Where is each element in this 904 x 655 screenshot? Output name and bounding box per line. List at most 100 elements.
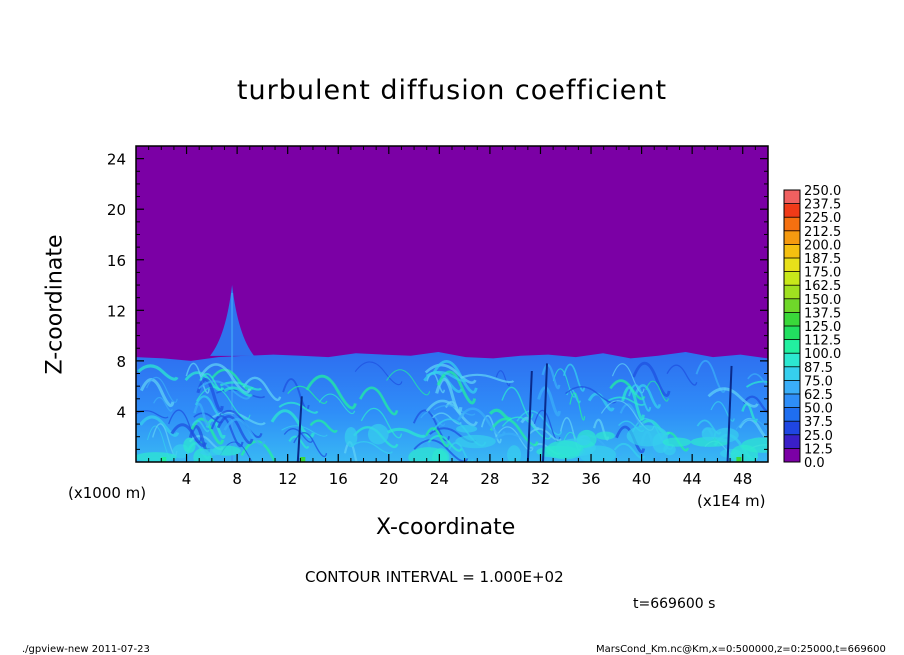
colorbar-label: 175.0 (804, 266, 841, 281)
high-diffusion-patch (344, 427, 358, 448)
colorbar: 0.012.525.037.550.062.575.087.5100.0112.… (783, 184, 841, 471)
high-diffusion-patch (199, 448, 222, 456)
colorbar-label: 50.0 (804, 402, 833, 417)
eddy-streak (565, 385, 618, 404)
eddy-streak (193, 402, 210, 427)
x-tick-label: 16 (329, 470, 348, 488)
eddy-streak (493, 432, 543, 450)
colorbar-band (784, 271, 800, 286)
x-axis-title: X-coordinate (376, 515, 516, 540)
footer-right: MarsCond_Km.nc@Km,x=0:500000,z=0:25000,t… (596, 644, 886, 655)
contour-interval: CONTOUR INTERVAL = 1.000E+02 (305, 568, 564, 586)
colorbar-band (784, 380, 800, 395)
eddy-streak (447, 441, 474, 462)
eddy-streak (420, 411, 446, 427)
eddy-streak (695, 359, 727, 393)
eddy-streak (460, 373, 515, 384)
x-tick-label: 48 (733, 470, 752, 488)
eddy-streak (305, 374, 357, 410)
y-tick-label: 20 (107, 201, 126, 219)
eddy-streak (634, 384, 661, 409)
footer-left: ./gpview-new 2011-07-23 (22, 644, 150, 655)
colorbar-band (784, 407, 800, 422)
eddy-streak (501, 416, 552, 440)
y-tick-label: 16 (107, 252, 126, 270)
colorbar-label: 137.5 (804, 306, 841, 321)
high-diffusion-patch (595, 431, 615, 440)
eddy-streak (436, 370, 477, 405)
eddy-streak (309, 419, 338, 433)
eddy-streak (283, 428, 314, 443)
x-tick-label: 40 (632, 470, 651, 488)
y-unit-label: (x1000 m) (68, 484, 147, 502)
colorbar-label: 37.5 (804, 415, 833, 430)
colorbar-band (784, 230, 800, 245)
eddy-streak (139, 415, 180, 437)
eddy-streak (501, 386, 534, 419)
eddy-streak (350, 441, 393, 454)
colorbar-band (784, 326, 800, 341)
eddy-streak (196, 386, 251, 420)
plot-area (136, 146, 768, 462)
x-tick-label: 44 (683, 470, 702, 488)
eddy-streak (537, 386, 561, 417)
eddy-streak (196, 377, 224, 412)
eddy-streak (318, 393, 356, 415)
colorbar-band (784, 339, 800, 354)
eddy-streak (220, 441, 253, 462)
eddy-streak (386, 369, 431, 396)
high-diffusion-patch (546, 440, 584, 460)
eddy-streak (569, 392, 586, 421)
colorbar-label: 75.0 (804, 374, 833, 389)
eddy-streak (219, 381, 262, 391)
eddy-streak (632, 361, 671, 397)
high-diffusion-patch (432, 448, 450, 462)
high-diffusion-patch (455, 434, 496, 449)
eddy-streak (288, 435, 310, 449)
eddy-streak (735, 418, 768, 432)
eddy-streak (199, 363, 252, 394)
chart-title: turbulent diffusion coefficient (236, 75, 668, 106)
eddy-streak (191, 419, 210, 433)
high-diffusion-patch (663, 443, 676, 456)
eddy-streak (278, 401, 319, 414)
colorbar-band (784, 244, 800, 259)
colorbar-label: 62.5 (804, 388, 833, 403)
colorbar-band (784, 353, 800, 368)
colorbar-label: 237.5 (804, 198, 841, 213)
x-tick-label: 20 (379, 470, 398, 488)
sharp-front (526, 370, 533, 462)
colorbar-label: 0.0 (804, 456, 825, 471)
eddy-streak (386, 427, 427, 438)
colorbar-band (784, 366, 800, 381)
eddy-streak (742, 395, 768, 414)
colorbar-label: 112.5 (804, 334, 841, 349)
eddy-streak (541, 363, 561, 390)
high-diffusion-patch (662, 437, 692, 447)
eddy-streak (360, 407, 403, 439)
sharp-front (726, 365, 733, 462)
colorbar-band (784, 394, 800, 409)
eddy-streak (552, 368, 577, 398)
eddy-streak (645, 380, 669, 402)
high-diffusion-patch (701, 427, 716, 441)
colorbar-label: 187.5 (804, 252, 841, 267)
high-diffusion-patch (367, 423, 389, 445)
eddy-streak (707, 387, 759, 408)
y-tick-label: 4 (116, 403, 126, 421)
eddy-streak (425, 427, 450, 448)
eddy-streak (666, 364, 698, 386)
high-diffusion-patch (136, 452, 177, 462)
colorbar-band (784, 298, 800, 313)
high-diffusion-patch (456, 424, 478, 433)
colorbar-band (784, 312, 800, 327)
eddy-streak (210, 414, 244, 448)
eddy-streak (710, 401, 735, 422)
eddy-streak (425, 370, 468, 383)
y-tick-label: 24 (107, 151, 126, 169)
sharp-front (542, 363, 549, 462)
sharp-front (296, 396, 303, 462)
x-tick-label: 36 (581, 470, 600, 488)
eddy-streak (489, 417, 539, 447)
